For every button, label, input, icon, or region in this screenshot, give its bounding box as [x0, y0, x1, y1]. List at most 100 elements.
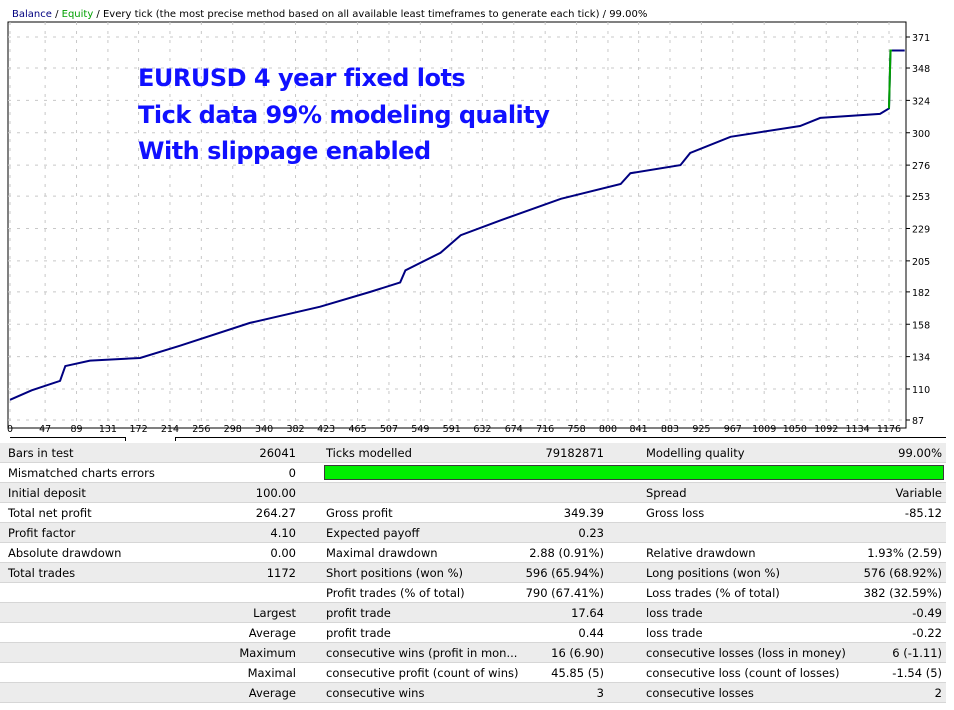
- stats-row: Maximum consecutive wins (profit in mon..…: [0, 643, 946, 663]
- x-tick-label: 1009: [752, 424, 776, 435]
- x-tick-label: 967: [724, 424, 742, 435]
- stat-value: Largest: [253, 606, 296, 620]
- stat-label: Expected payoff: [326, 526, 420, 540]
- x-tick-label: 89: [70, 424, 82, 435]
- x-tick-label: 340: [255, 424, 273, 435]
- stat-value: 349.39: [563, 506, 604, 520]
- stat-label: Gross loss: [646, 506, 705, 520]
- equity-label: Equity: [61, 9, 94, 20]
- x-tick-label: 841: [630, 424, 648, 435]
- stat-value: -0.49: [912, 606, 942, 620]
- stat-value: 17.64: [571, 606, 604, 620]
- divider: [175, 437, 176, 441]
- stats-row: Bars in test 26041 Ticks modelled 79182871 M…: [0, 443, 946, 463]
- stat-value: 3: [596, 686, 604, 700]
- stat-label: consecutive losses: [646, 686, 754, 700]
- stat-label: Absolute drawdown: [8, 546, 122, 560]
- x-tick-label: 591: [443, 424, 461, 435]
- stat-value: 0.44: [578, 626, 604, 640]
- x-tick-label: 382: [286, 424, 304, 435]
- balance-chart: 0 47 89 131 172 214 256 298 340 382 423 465 507 549 59…: [7, 21, 930, 435]
- stats-row: Mismatched charts errors 0: [0, 463, 946, 483]
- x-tick-label: 925: [692, 424, 710, 435]
- stat-label: Relative drawdown: [646, 546, 756, 560]
- balance-line: [9, 49, 905, 401]
- x-tick-label: 1176: [877, 424, 901, 435]
- stats-row: Largest profit trade 17.64 loss trade -0.49: [0, 603, 946, 623]
- stat-label: Spread: [646, 486, 687, 500]
- chart-header: Balance / Equity / Every tick (the most …: [12, 9, 647, 20]
- stats-row: Average consecutive wins 3 consecutive loss…: [0, 683, 946, 703]
- plot-frame: [7, 21, 907, 429]
- stats-row: Total trades 1172 Short positions (won %) 5…: [0, 563, 946, 583]
- stat-label: Long positions (won %): [646, 566, 780, 580]
- sep: /: [51, 9, 62, 20]
- y-tick-label: 253: [912, 192, 930, 203]
- x-tick-label: 256: [192, 424, 210, 435]
- stats-row: Total net profit 264.27 Gross profit 349.39…: [0, 503, 946, 523]
- stat-label: profit trade: [326, 606, 391, 620]
- stat-value: 0: [288, 466, 296, 480]
- stat-value: 0.23: [578, 526, 604, 540]
- stat-label: Gross profit: [326, 506, 393, 520]
- stat-value: -0.22: [912, 626, 942, 640]
- stat-label: Mismatched charts errors: [8, 466, 155, 480]
- stat-value: 264.27: [255, 506, 296, 520]
- y-tick-label: 182: [912, 288, 930, 299]
- annotation-line-2: Tick data 99% modeling quality: [138, 101, 550, 129]
- stat-value: Variable: [895, 486, 942, 500]
- divider: [10, 437, 126, 438]
- stat-label: Ticks modelled: [326, 446, 412, 460]
- stat-value: 45.85 (5): [551, 666, 604, 680]
- x-tick-label: 1050: [783, 424, 807, 435]
- stats-row: Initial deposit 100.00 Spread Variable: [0, 483, 946, 503]
- x-tick-label: 47: [39, 424, 51, 435]
- stat-label: Initial deposit: [8, 486, 86, 500]
- stat-value: Maximum: [239, 646, 296, 660]
- x-tick-label: 632: [473, 424, 491, 435]
- stat-label: consecutive wins (profit in mon...: [326, 646, 518, 660]
- divider: [125, 437, 126, 441]
- divider: [175, 437, 946, 438]
- stat-value: 79182871: [545, 446, 604, 460]
- stat-label: Bars in test: [8, 446, 74, 460]
- y-tick-label: 158: [912, 320, 930, 331]
- stat-label: Profit factor: [8, 526, 76, 540]
- stats-row: Profit factor 4.10 Expected payoff 0.23: [0, 523, 946, 543]
- stat-label: loss trade: [646, 606, 703, 620]
- x-tick-label: 214: [161, 424, 179, 435]
- y-tick-label: 87: [912, 416, 924, 427]
- stats-row: Profit trades (% of total) 790 (67.41%) Lo…: [0, 583, 946, 603]
- stat-label: Total net profit: [8, 506, 92, 520]
- x-tick-label: 0: [7, 424, 13, 435]
- stat-label: Modelling quality: [646, 446, 745, 460]
- stat-label: Profit trades (% of total): [326, 586, 465, 600]
- stat-value: 4.10: [270, 526, 296, 540]
- stat-value: -1.54 (5): [892, 666, 942, 680]
- stat-value: Maximal: [247, 666, 296, 680]
- stat-value: 790 (67.41%): [525, 586, 604, 600]
- x-tick-label: 883: [661, 424, 679, 435]
- stat-value: 6 (-1.11): [892, 646, 942, 660]
- y-tick-label: 205: [912, 257, 930, 268]
- modelling-quality-bar: [324, 465, 944, 480]
- y-tick-label: 229: [912, 225, 930, 236]
- x-tick-label: 1092: [814, 424, 838, 435]
- y-tick-label: 134: [912, 353, 930, 364]
- stat-label: consecutive wins: [326, 686, 425, 700]
- x-tick-label: 758: [567, 424, 585, 435]
- annotation-line-3: With slippage enabled: [138, 137, 431, 165]
- stats-row: Maximal consecutive profit (count of wins…: [0, 663, 946, 683]
- y-tick-label: 371: [912, 33, 930, 44]
- stat-value: 100.00: [255, 486, 296, 500]
- stat-value: 576 (68.92%): [863, 566, 942, 580]
- stat-value: 596 (65.94%): [525, 566, 604, 580]
- x-tick-label: 172: [129, 424, 147, 435]
- stat-label: consecutive profit (count of wins): [326, 666, 519, 680]
- stats-row: Absolute drawdown 0.00 Maximal drawdown 2.8…: [0, 543, 946, 563]
- stat-value: 1172: [266, 566, 296, 580]
- y-tick-label: 276: [912, 161, 930, 172]
- x-tick-label: 423: [317, 424, 335, 435]
- stat-label: loss trade: [646, 626, 703, 640]
- x-tick-label: 716: [536, 424, 554, 435]
